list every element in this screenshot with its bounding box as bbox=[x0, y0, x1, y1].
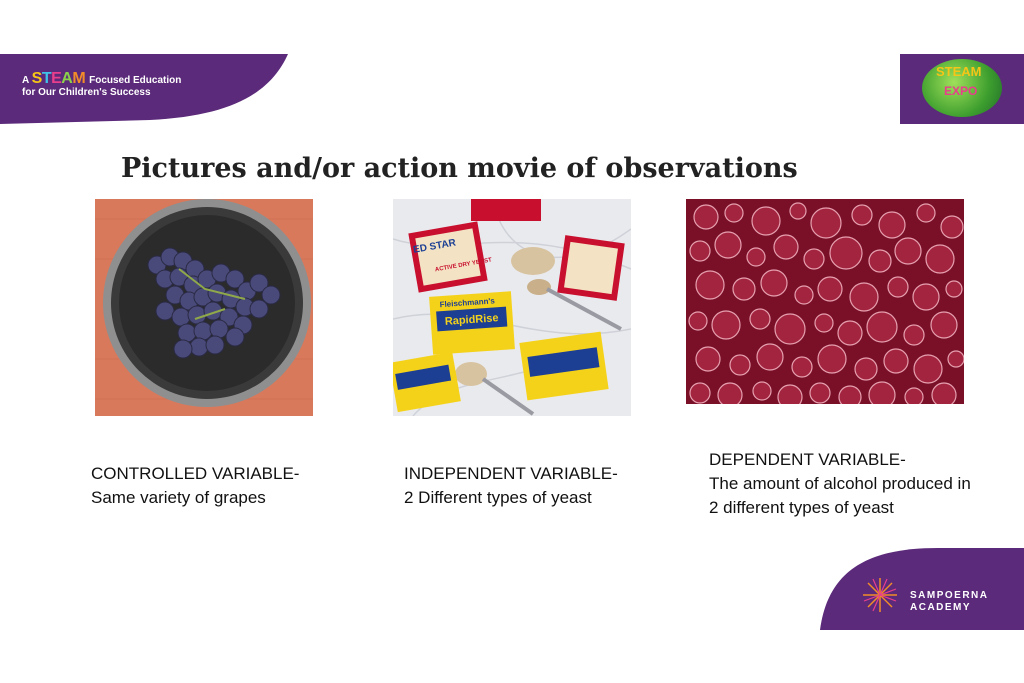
sunburst-icon bbox=[863, 578, 897, 612]
controlled-variable-caption: CONTROLLED VARIABLE- Same variety of gra… bbox=[91, 462, 381, 510]
red-yeast-packet: ED STAR ACTIVE DRY YEAST bbox=[408, 221, 493, 293]
yellow-yeast-packet: Fleischmann's RapidRise bbox=[429, 291, 515, 355]
steam-expo-logo: STEAM EXPO bbox=[900, 54, 1024, 124]
caption-body: 2 Different types of yeast bbox=[404, 488, 592, 507]
steam-wordmark: STEAM bbox=[31, 70, 86, 87]
sampoerna-academy-logo: SAMPOERNA ACADEMY bbox=[818, 548, 1024, 630]
academy-shape bbox=[820, 548, 1024, 630]
caption-heading: DEPENDENT VARIABLE- bbox=[709, 450, 906, 469]
tagline-prefix: A bbox=[22, 75, 29, 86]
expo-globe bbox=[922, 59, 1002, 117]
expo-word2: EXPO bbox=[944, 84, 978, 98]
expo-word1: STEAM bbox=[936, 64, 982, 79]
tagline-suffix: Focused Education bbox=[89, 75, 182, 86]
caption-body: Same variety of grapes bbox=[91, 488, 266, 507]
packet-product: RapidRise bbox=[444, 312, 499, 328]
tagline-line2: for Our Children's Success bbox=[22, 87, 151, 98]
banner-shape bbox=[0, 54, 288, 124]
academy-name-line1: SAMPOERNA bbox=[910, 590, 989, 601]
caption-heading: CONTROLLED VARIABLE- bbox=[91, 464, 300, 483]
grapes-photo bbox=[95, 199, 313, 416]
yeast-photo: ED STAR ACTIVE DRY YEAST Fleischmann's R… bbox=[393, 199, 631, 416]
tagline-banner: A STEAM Focused Education for Our Childr… bbox=[0, 54, 290, 124]
independent-variable-caption: INDEPENDENT VARIABLE- 2 Different types … bbox=[404, 462, 694, 510]
dependent-variable-caption: DEPENDENT VARIABLE- The amount of alcoho… bbox=[709, 448, 979, 520]
bubbles-photo bbox=[686, 199, 964, 404]
caption-heading: INDEPENDENT VARIABLE- bbox=[404, 464, 618, 483]
packet-brand: Fleischmann's bbox=[439, 296, 495, 309]
slide-title: Pictures and/or action movie of observat… bbox=[121, 153, 798, 184]
caption-body: The amount of alcohol produced in 2 diff… bbox=[709, 474, 971, 517]
academy-name-line2: ACADEMY bbox=[910, 602, 972, 613]
tagline-line1: A STEAM Focused Education bbox=[22, 70, 181, 88]
